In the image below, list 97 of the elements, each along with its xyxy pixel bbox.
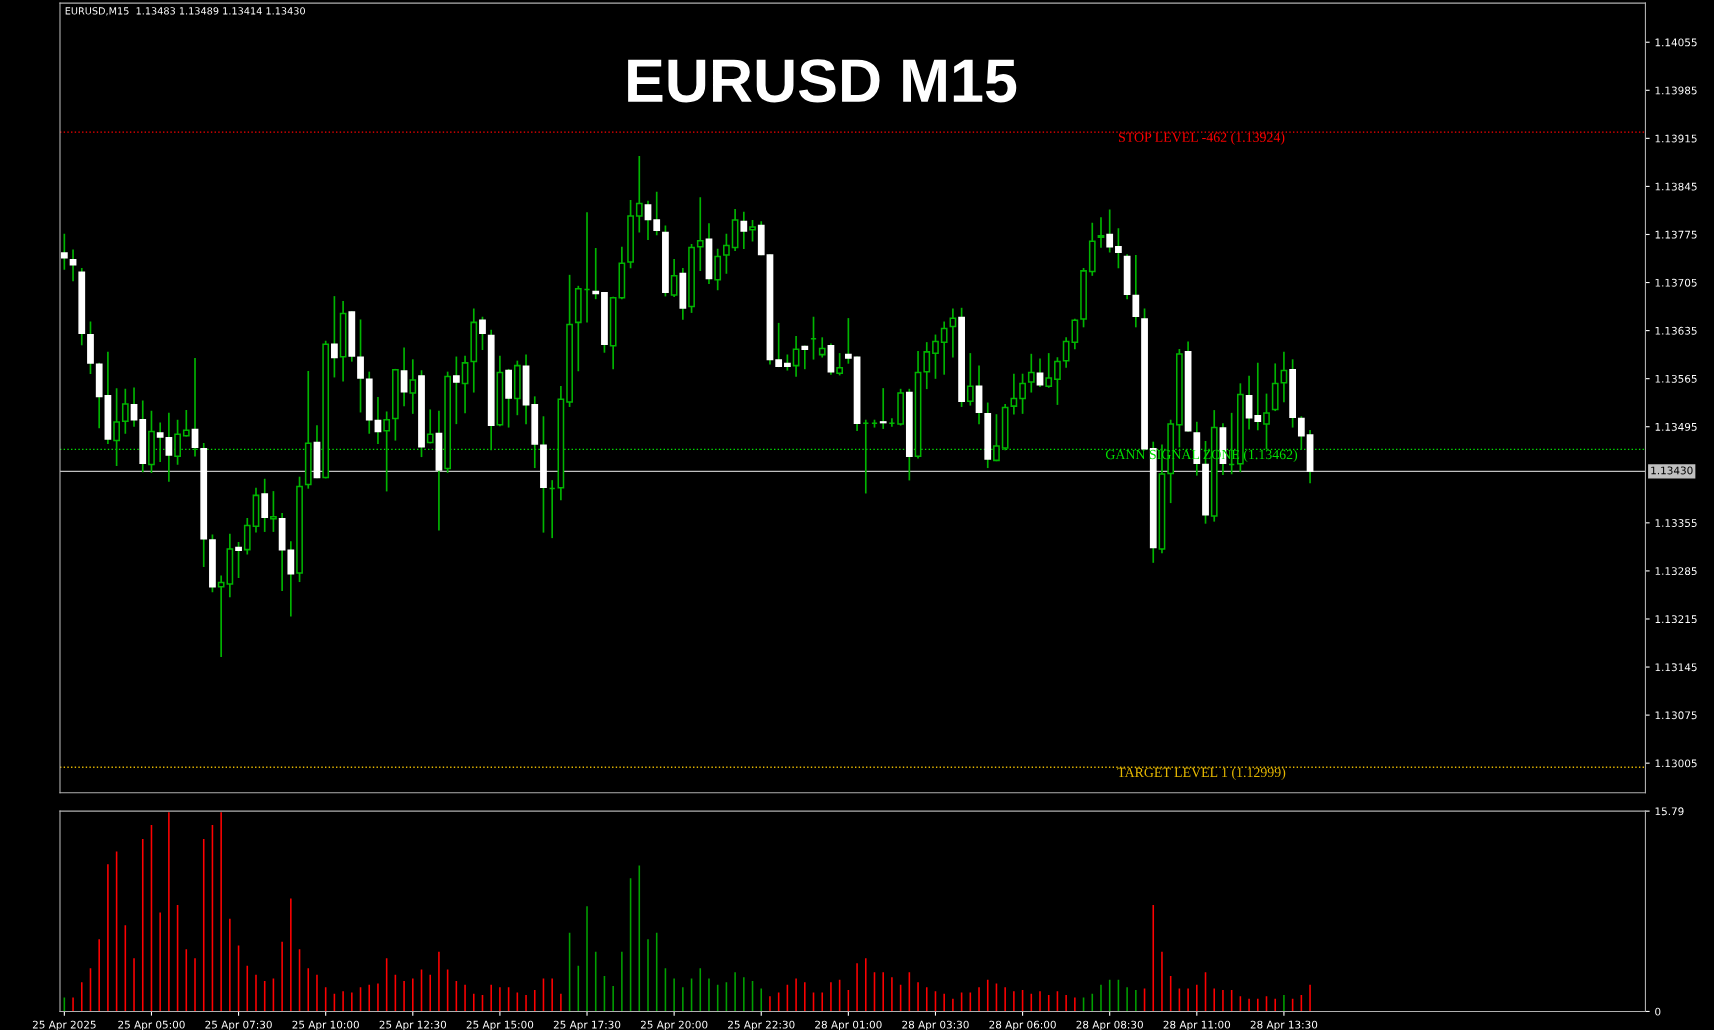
y-tick-label: 1.13005 — [1655, 759, 1697, 768]
candlestick — [1054, 357, 1061, 405]
candlestick — [653, 191, 661, 236]
candlestick — [940, 321, 948, 375]
candlestick — [331, 296, 338, 378]
candlestick — [635, 156, 643, 233]
candlestick — [1097, 217, 1105, 248]
candlestick — [60, 233, 68, 270]
x-tick-label: 28 Apr 03:30 — [902, 1020, 969, 1030]
x-tick-label: 28 Apr 06:00 — [989, 1020, 1056, 1030]
candlestick — [966, 353, 974, 406]
candlestick — [479, 316, 486, 350]
candlestick — [400, 347, 408, 407]
x-tick-label: 28 Apr 01:00 — [815, 1020, 882, 1030]
candlestick — [740, 211, 748, 250]
y-tick-label: 1.13705 — [1655, 278, 1697, 287]
x-tick-label: 28 Apr 08:30 — [1076, 1020, 1143, 1030]
candlestick — [932, 334, 939, 379]
candlestick — [592, 248, 600, 300]
candlestick — [1254, 362, 1262, 431]
y-tick-label: 1.14055 — [1655, 38, 1697, 47]
x-tick-label: 25 Apr 05:00 — [118, 1020, 185, 1030]
y-tick-label: 15.79 — [1655, 807, 1684, 816]
candlestick — [261, 478, 269, 532]
candlestick — [130, 387, 138, 427]
candlestick — [174, 419, 181, 465]
candlestick — [836, 353, 844, 376]
y-tick-label: 1.13775 — [1655, 230, 1697, 239]
x-tick-label: 25 Apr 20:00 — [640, 1020, 708, 1030]
annotation: EURUSD,M15 1.13483 1.13489 1.13414 1.13430 — [65, 7, 306, 16]
candlestick — [1245, 375, 1253, 430]
ref-line-label: 1.13430 — [1651, 466, 1693, 475]
candlestick — [287, 541, 295, 617]
x-tick-label: 25 Apr 07:30 — [205, 1020, 272, 1030]
y-tick-label: 1.13215 — [1655, 615, 1697, 624]
x-tick-label: 25 Apr 10:00 — [292, 1020, 359, 1030]
candlestick — [69, 249, 77, 282]
x-tick-label: 28 Apr 13:30 — [1250, 1020, 1318, 1030]
candlestick — [1027, 353, 1035, 393]
candlestick — [1263, 393, 1270, 450]
candlestick — [670, 259, 678, 298]
candlestick — [1280, 351, 1288, 403]
candlestick — [792, 335, 800, 377]
candlestick — [1106, 209, 1114, 253]
candlestick — [426, 409, 434, 444]
candlestick — [1019, 373, 1026, 414]
y-tick-label: 1.13915 — [1655, 134, 1697, 143]
y-tick-label: 1.13145 — [1655, 663, 1697, 672]
candlestick — [235, 541, 242, 578]
candlestick — [1045, 353, 1053, 388]
candlestick — [156, 422, 164, 462]
candlestick — [644, 200, 652, 241]
x-tick-label: 25 Apr 22:30 — [728, 1020, 795, 1030]
y-tick-label: 0 — [1655, 1007, 1661, 1016]
candlestick — [182, 410, 190, 437]
candlestick — [949, 308, 957, 358]
x-tick-label: 28 Apr 11:00 — [1163, 1020, 1231, 1030]
candlestick — [383, 411, 391, 492]
candlestick — [165, 412, 173, 482]
y-tick-label: 1.13845 — [1655, 182, 1697, 191]
candlestick — [1115, 228, 1122, 269]
x-tick-label: 25 Apr 15:00 — [466, 1020, 534, 1030]
y-tick-label: 1.13495 — [1655, 422, 1697, 431]
candlestick — [113, 388, 120, 467]
candlestick — [270, 491, 277, 532]
candlestick — [749, 219, 756, 242]
y-tick-label: 1.13355 — [1655, 519, 1697, 527]
candlestick — [357, 319, 364, 413]
candlestick — [993, 414, 1000, 462]
candlestick — [1132, 254, 1140, 328]
candlestick — [801, 345, 809, 370]
x-tick-label: 25 Apr 12:30 — [379, 1020, 447, 1030]
candlestick — [1036, 358, 1044, 388]
candlestick — [723, 233, 730, 274]
candlestick — [461, 355, 469, 414]
y-tick-label: 1.13285 — [1655, 567, 1697, 576]
candlestick — [409, 359, 417, 414]
candlestick — [452, 356, 460, 425]
y-tick-label: 1.13985 — [1655, 86, 1697, 95]
ref-line-label: TARGET LEVEL 1 (1.12999) — [1117, 767, 1286, 780]
ref-line-label: STOP LEVEL -462 (1.13924) — [1118, 132, 1285, 145]
candlestick — [818, 337, 826, 358]
x-tick-label: 25 Apr 2025 — [32, 1020, 96, 1030]
candlestick — [923, 342, 931, 390]
candlestick — [775, 322, 783, 368]
y-tick-label: 1.13075 — [1655, 711, 1697, 720]
candlestick — [714, 248, 722, 291]
candlestick — [844, 318, 852, 364]
text: EURUSD M15 — [628, 59, 1017, 103]
candlestick — [879, 388, 887, 429]
candlestick — [121, 388, 129, 434]
y-tick-label: 1.13635 — [1655, 326, 1697, 335]
x-tick-label: 25 Apr 17:30 — [553, 1020, 621, 1030]
candlestick — [1010, 373, 1018, 415]
candlestick — [696, 197, 704, 272]
candlestick — [1297, 416, 1305, 450]
y-tick-label: 1.13565 — [1655, 374, 1697, 383]
